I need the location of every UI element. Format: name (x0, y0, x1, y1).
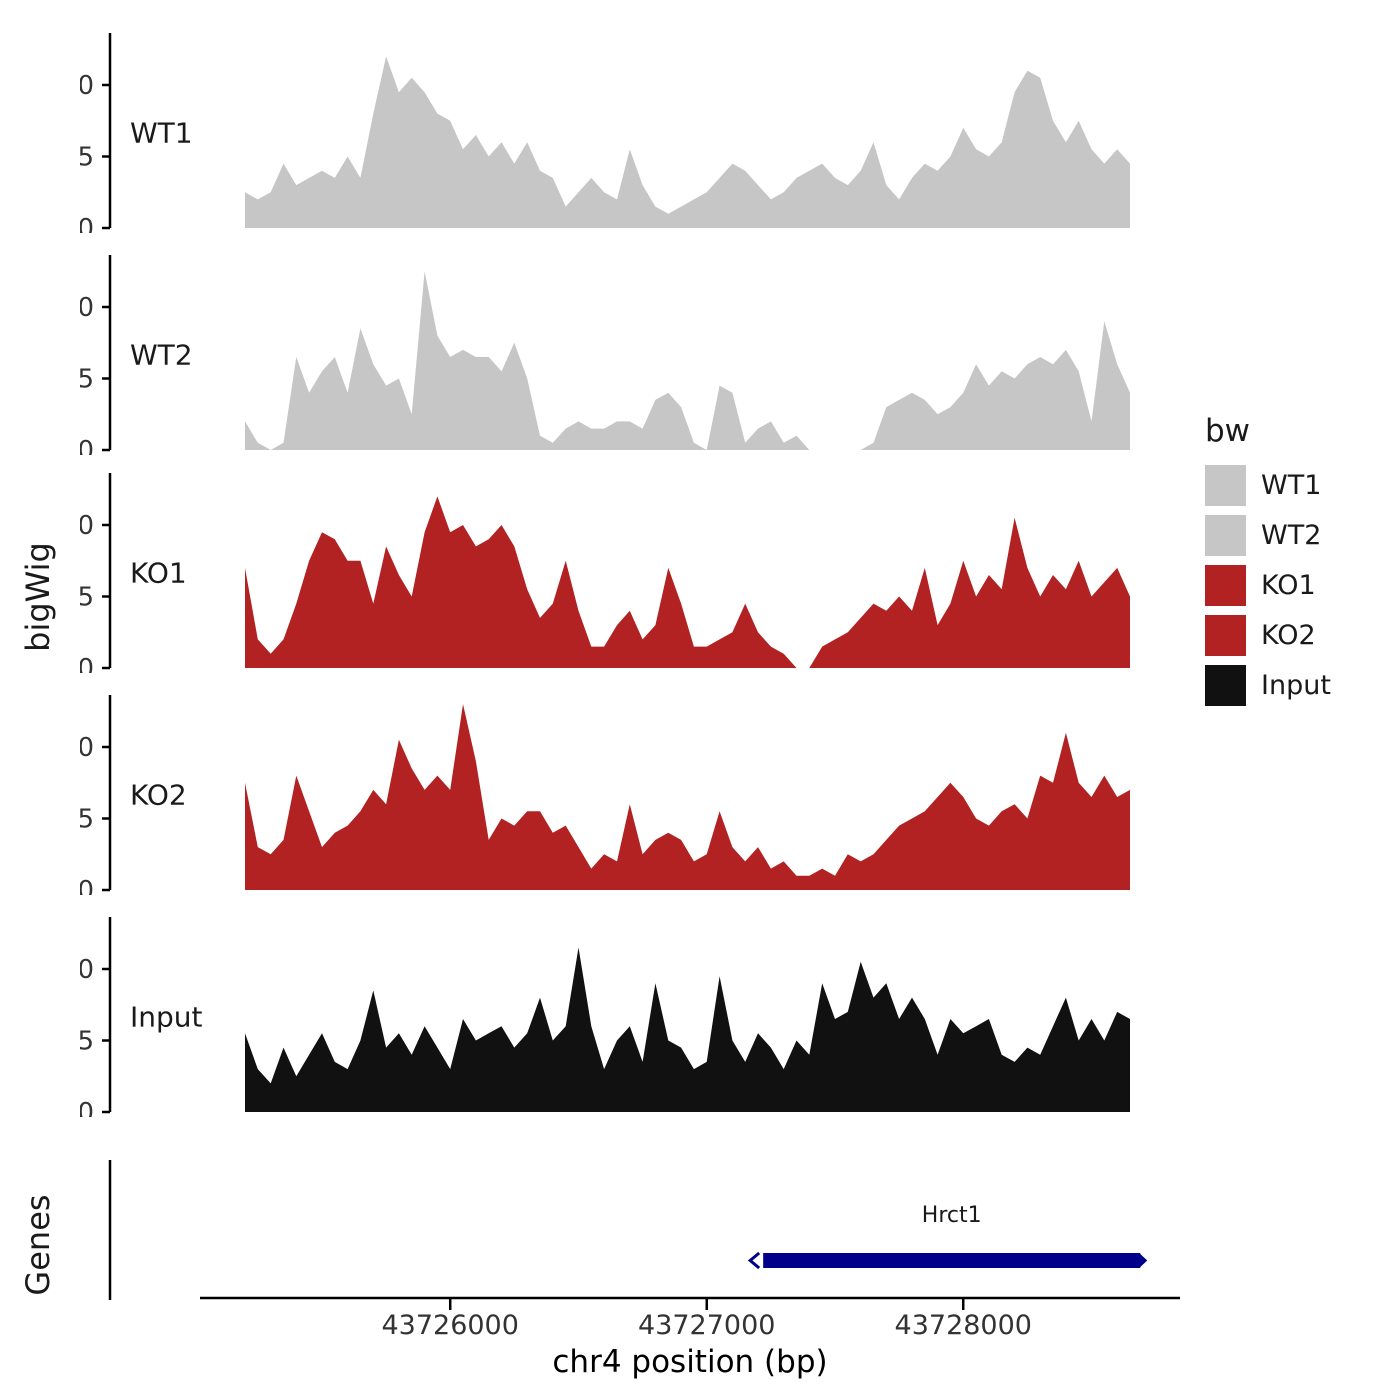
y-tick-label: 5 (80, 143, 94, 173)
x-axis-svg: 43726000 43727000 43728000 chr4 position (b… (200, 1296, 1180, 1380)
legend-label-ko2: KO2 (1261, 620, 1316, 651)
track-panel-wt1: WT1 0 5 10 (80, 33, 1170, 233)
y-tick-label: 0 (80, 1098, 94, 1117)
coverage-area-wt2 (245, 271, 1130, 450)
legend-label-wt1: WT1 (1261, 470, 1322, 501)
x-tick-label: 43726000 (381, 1310, 518, 1341)
legend-item-wt2: WT2 (1205, 515, 1395, 556)
y-tick-label: 0 (80, 214, 94, 233)
genes-panel: Hrct1 (80, 1150, 1170, 1310)
legend-swatch-ko2 (1205, 615, 1246, 656)
y-tick-label: 5 (80, 1027, 94, 1057)
gene-strand-arrow (747, 1251, 761, 1270)
y-tick-label: 10 (80, 955, 94, 985)
track-label-ko2: KO2 (130, 778, 187, 812)
legend-swatch-wt1 (1205, 465, 1246, 506)
track-panel-ko2: KO2 0 5 10 (80, 695, 1170, 895)
coverage-area-input (245, 947, 1130, 1112)
coverage-track-wt2: 0 5 10 (80, 255, 1130, 455)
coverage-track-input: 0 5 10 (80, 917, 1130, 1117)
gene-label: Hrct1 (922, 1203, 982, 1228)
gene-body (763, 1253, 1141, 1268)
y-tick-label: 0 (80, 654, 94, 673)
y-axis-title-bigwig: bigWig (19, 542, 57, 652)
y-tick-label: 10 (80, 293, 94, 323)
y-tick-label: 0 (80, 876, 94, 895)
legend-item-wt1: WT1 (1205, 465, 1395, 506)
coverage-track-ko1: 0 5 10 (80, 473, 1130, 673)
legend-item-input: Input (1205, 665, 1395, 706)
track-panel-ko1: KO1 0 5 10 (80, 473, 1170, 673)
legend-item-ko2: KO2 (1205, 615, 1395, 656)
coverage-area-wt1 (245, 56, 1130, 229)
x-axis: 43726000 43727000 43728000 chr4 position (b… (80, 1290, 1220, 1400)
legend-label-ko1: KO1 (1261, 570, 1316, 601)
y-axis-title-genes: Genes (19, 1194, 57, 1296)
y-tick-label: 5 (80, 583, 94, 613)
legend: bw WT1 WT2 KO1 KO2 Input (1205, 413, 1395, 715)
genes-track: Hrct1 (108, 1160, 1148, 1300)
coverage-area-ko2 (245, 704, 1130, 890)
y-tick-label: 5 (80, 805, 94, 835)
x-tick-label: 43728000 (895, 1310, 1032, 1341)
track-label-wt1: WT1 (130, 116, 193, 150)
track-label-wt2: WT2 (130, 338, 193, 372)
coverage-track-ko2: 0 5 10 (80, 695, 1130, 895)
gene-end-cap (1139, 1253, 1148, 1268)
y-tick-label: 10 (80, 71, 94, 101)
coverage-area-ko1 (245, 496, 1130, 668)
x-axis-title: chr4 position (bp) (552, 1344, 827, 1380)
track-label-input: Input (130, 1000, 203, 1034)
legend-swatch-ko1 (1205, 565, 1246, 606)
coverage-track-wt1: 0 5 10 (80, 33, 1130, 233)
legend-label-input: Input (1261, 670, 1331, 701)
y-tick-label: 10 (80, 733, 94, 763)
legend-swatch-input (1205, 665, 1246, 706)
y-tick-label: 0 (80, 436, 94, 455)
y-tick-label: 5 (80, 365, 94, 395)
x-tick-label: 43727000 (638, 1310, 775, 1341)
track-label-ko1: KO1 (130, 556, 187, 590)
track-panel-wt2: WT2 0 5 10 (80, 255, 1170, 455)
y-tick-label: 10 (80, 511, 94, 541)
legend-item-ko1: KO1 (1205, 565, 1395, 606)
legend-title: bw (1205, 413, 1251, 449)
legend-swatch-wt2 (1205, 515, 1246, 556)
track-panel-input: Input 0 5 10 (80, 917, 1170, 1117)
legend-label-wt2: WT2 (1261, 520, 1322, 551)
